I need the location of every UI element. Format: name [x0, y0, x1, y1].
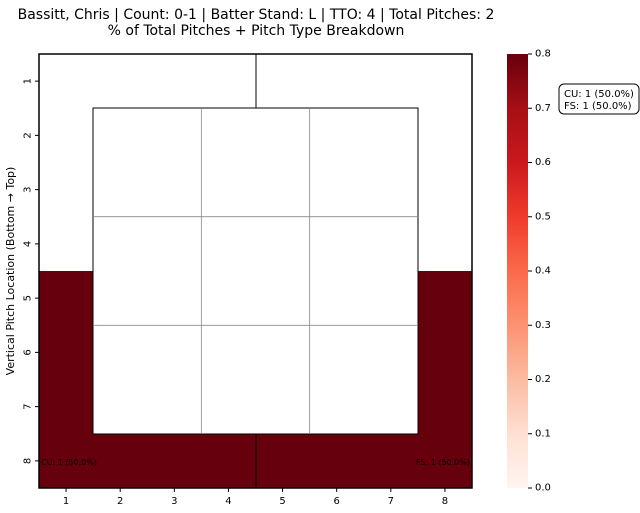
y-tick-label: 5 — [23, 295, 34, 301]
y-tick-label: 3 — [23, 186, 34, 192]
x-tick-label: 1 — [63, 496, 69, 507]
colorbar-tick-label: 0.6 — [535, 157, 551, 168]
colorbar-tick-label: 0.3 — [535, 320, 551, 331]
x-axis-ticks: 1 2 3 4 5 6 7 8 — [63, 488, 448, 507]
y-tick-label: 1 — [23, 78, 34, 84]
annotation-right: FS: 1 (50.0%) — [416, 458, 470, 467]
heatmap-plot-area: CU: 1 (50.0%) FS: 1 (50.0%) — [38, 53, 473, 489]
y-tick-label: 7 — [23, 403, 34, 409]
colorbar: 0.0 0.1 0.2 0.3 0.4 0.5 0.6 0.7 0.8 — [507, 49, 551, 494]
chart-title: Bassitt, Chris | Count: 0-1 | Batter Sta… — [18, 7, 495, 23]
y-axis-ticks: 1 2 3 4 5 6 7 8 — [23, 78, 39, 464]
colorbar-tick-label: 0.5 — [535, 211, 551, 222]
x-tick-label: 3 — [171, 496, 177, 507]
x-tick-label: 5 — [279, 496, 285, 507]
y-tick-label: 4 — [23, 241, 34, 247]
colorbar-tick-label: 0.0 — [535, 483, 551, 494]
y-axis-label: Vertical Pitch Location (Bottom → Top) — [4, 167, 17, 376]
strike-zone — [92, 107, 419, 435]
colorbar-tick-label: 0.4 — [535, 266, 551, 277]
y-tick-label: 2 — [23, 132, 34, 138]
colorbar-ticks: 0.0 0.1 0.2 0.3 0.4 0.5 0.6 0.7 0.8 — [528, 49, 551, 494]
y-tick-label: 8 — [23, 458, 34, 464]
x-tick-label: 2 — [117, 496, 123, 507]
colorbar-tick-label: 0.1 — [535, 428, 551, 439]
x-tick-label: 6 — [334, 496, 340, 507]
colorbar-tick-label: 0.7 — [535, 103, 551, 114]
x-tick-label: 7 — [388, 496, 394, 507]
colorbar-tick-label: 0.2 — [535, 374, 551, 385]
x-tick-label: 4 — [225, 496, 231, 507]
chart-subtitle: % of Total Pitches + Pitch Type Breakdow… — [108, 23, 405, 39]
colorbar-gradient — [507, 54, 528, 488]
y-tick-label: 6 — [23, 349, 34, 355]
legend-box — [558, 83, 640, 115]
plot-frame — [38, 53, 473, 489]
x-tick-label: 8 — [442, 496, 448, 507]
legend-line-cu: CU: 1 (50.0%) — [564, 89, 634, 100]
legend-line-fs: FS: 1 (50.0%) — [564, 101, 632, 112]
strike-zone-grid — [93, 108, 418, 434]
pitch-type-legend: CU: 1 (50.0%) FS: 1 (50.0%) — [558, 83, 640, 115]
colorbar-tick-label: 0.8 — [535, 49, 551, 60]
annotation-left: CU: 1 (50.0%) — [41, 458, 97, 467]
